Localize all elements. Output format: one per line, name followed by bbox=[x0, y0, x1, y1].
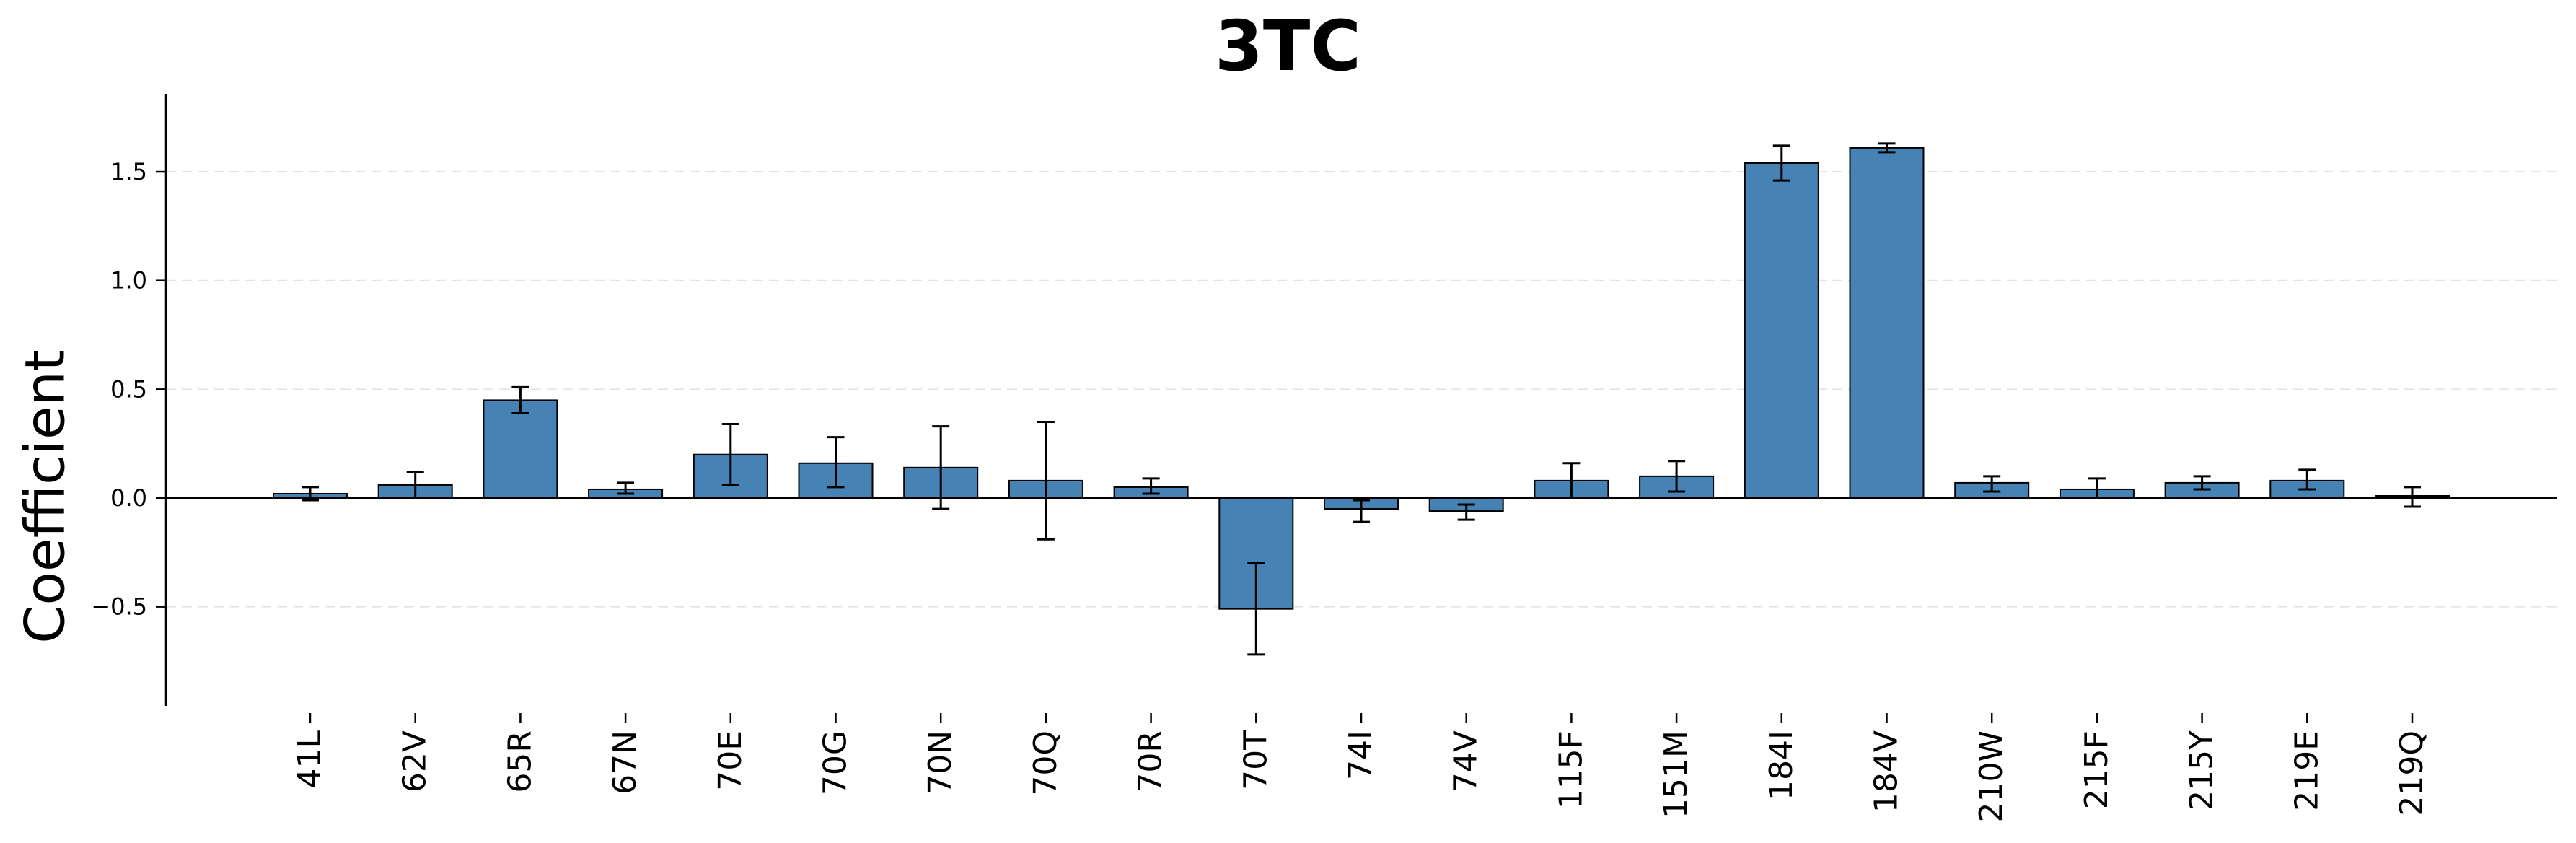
x-tick-label: 70E bbox=[712, 730, 749, 791]
x-ticks: 41L 62V 65R 67N 70E 70G 70N 70Q 70R 70T 74I 74V 115F… bbox=[291, 713, 2430, 823]
x-tick-label: 74V bbox=[1448, 730, 1485, 792]
x-tick-label: 41L bbox=[291, 730, 328, 789]
error-bar bbox=[617, 481, 635, 495]
error-bar bbox=[827, 436, 845, 489]
x-tick-label: 184I bbox=[1763, 730, 1800, 800]
x-tick-label: 65R bbox=[501, 730, 538, 793]
y-tick-label: 0.0 bbox=[110, 484, 147, 512]
error-bar bbox=[1668, 460, 1686, 493]
error-bar bbox=[511, 385, 529, 414]
x-tick-label: 70Q bbox=[1027, 730, 1064, 796]
x-tick-label: 215F bbox=[2078, 730, 2115, 809]
error-bar bbox=[1247, 562, 1265, 656]
bars bbox=[273, 147, 2450, 610]
error-bar bbox=[932, 425, 950, 510]
error-bar bbox=[721, 423, 739, 486]
x-tick-label: 219Q bbox=[2393, 730, 2430, 816]
x-tick-label: 151M bbox=[1658, 730, 1694, 818]
chart-title: 3TC bbox=[1215, 6, 1361, 87]
error-bar bbox=[2298, 468, 2316, 491]
error-bar bbox=[1878, 142, 1896, 154]
x-tick-label: 115F bbox=[1552, 730, 1589, 809]
error-bar bbox=[1037, 421, 1055, 541]
x-tick-label: 70T bbox=[1237, 730, 1274, 790]
error-bar bbox=[1142, 477, 1160, 495]
y-tick-label: 1.5 bbox=[110, 158, 147, 185]
y-tick-label: 0.5 bbox=[110, 375, 147, 403]
x-tick-label: 70N bbox=[922, 730, 959, 795]
y-tick-label: −0.5 bbox=[91, 593, 147, 621]
x-tick-label: 210W bbox=[1973, 730, 2010, 823]
y-ticks: −0.5 0.0 0.5 1.0 1.5 bbox=[91, 158, 166, 621]
x-tick-label: 70R bbox=[1133, 730, 1169, 793]
axes bbox=[164, 94, 2557, 706]
bar bbox=[483, 399, 558, 499]
gridlines bbox=[166, 171, 2557, 608]
error-bar bbox=[1983, 475, 2001, 493]
bar bbox=[1744, 162, 1819, 499]
bar bbox=[1849, 147, 1925, 499]
x-tick-label: 215Y bbox=[2184, 730, 2220, 811]
x-tick-label: 70G bbox=[817, 730, 854, 795]
x-tick-label: 67N bbox=[607, 730, 643, 795]
error-bar bbox=[2404, 486, 2421, 508]
error-bars bbox=[302, 142, 2421, 656]
y-tick-label: 1.0 bbox=[110, 267, 147, 294]
x-tick-label: 62V bbox=[397, 730, 434, 792]
error-bar bbox=[1353, 499, 1370, 523]
error-bar bbox=[1772, 144, 1790, 182]
error-bar bbox=[2193, 475, 2211, 491]
error-bar bbox=[1457, 503, 1475, 521]
x-tick-label: 219E bbox=[2288, 730, 2325, 811]
x-tick-label: 74I bbox=[1342, 730, 1379, 780]
x-tick-label: 184V bbox=[1868, 730, 1905, 813]
